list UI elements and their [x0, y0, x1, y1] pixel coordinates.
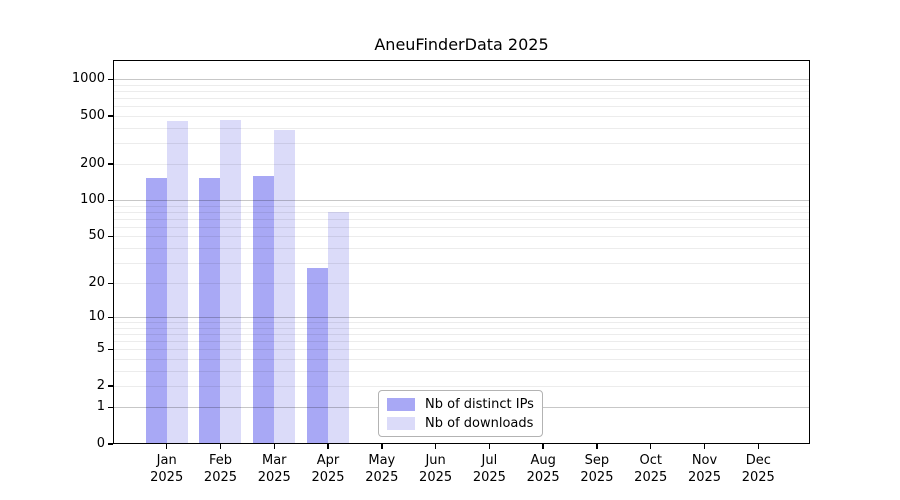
bar-downloads-mar [274, 129, 296, 444]
y-tick-label: 10 [88, 309, 105, 325]
y-axis-tick [108, 199, 113, 202]
x-tick-label-nov: Nov 2025 [687, 453, 722, 485]
gridline-major [113, 79, 810, 81]
y-axis-tick [108, 348, 113, 351]
y-tick-label: 200 [80, 156, 105, 172]
x-tick-label-feb: Feb 2025 [203, 453, 238, 485]
chart-title: AneuFinderData 2025 [374, 35, 549, 54]
y-axis-tick [108, 78, 113, 81]
bar-distinct-ips-apr [307, 268, 329, 444]
x-axis-tick [273, 444, 275, 449]
x-axis-tick [165, 444, 168, 449]
x-tick-label-aug: Aug 2025 [526, 453, 560, 485]
y-axis-tick [108, 385, 113, 387]
legend-item-downloads: Nb of downloads [387, 416, 534, 431]
y-tick-label: 20 [88, 275, 105, 291]
x-axis-tick [488, 444, 491, 449]
x-axis-tick [542, 444, 544, 449]
x-tick-label-dec: Dec 2025 [741, 453, 775, 485]
y-axis-tick [108, 115, 113, 117]
y-tick-label: 2 [96, 378, 105, 393]
legend-swatch-downloads [387, 416, 415, 430]
gridline-minor [113, 84, 810, 86]
x-tick-label-jun: Jun 2025 [419, 453, 453, 485]
gridline-minor [113, 127, 810, 129]
x-tick-label-jan: Jan 2025 [150, 453, 184, 485]
gridline-minor [113, 106, 810, 108]
gridline-minor [113, 164, 810, 166]
y-axis-tick [108, 235, 113, 238]
x-tick-label-mar: Mar 2025 [257, 453, 291, 485]
x-tick-label-jul: Jul 2025 [472, 453, 506, 485]
bar-downloads-jan [166, 120, 188, 444]
x-axis-tick [596, 444, 598, 449]
y-tick-label: 50 [88, 228, 105, 244]
legend-label-downloads: Nb of downloads [425, 415, 534, 431]
legend-label-distinct-ips: Nb of distinct IPs [425, 396, 534, 412]
x-axis-tick [219, 444, 222, 449]
legend-swatch-distinct-ips [387, 397, 415, 411]
y-axis-tick [108, 443, 113, 445]
y-tick-label: 0 [96, 436, 105, 451]
x-axis-tick [649, 444, 652, 449]
x-tick-label-may: May 2025 [365, 453, 399, 485]
gridline-minor [113, 115, 810, 117]
y-axis-tick [108, 316, 113, 319]
legend: Nb of distinct IPs Nb of downloads [378, 390, 543, 437]
x-tick-label-oct: Oct 2025 [634, 453, 668, 485]
y-tick-label: 1 [96, 399, 105, 415]
bar-distinct-ips-feb [199, 178, 221, 444]
y-axis-tick [108, 406, 113, 409]
gridline-minor [113, 91, 810, 93]
y-axis-tick [108, 163, 113, 165]
bar-downloads-feb [220, 119, 242, 444]
x-axis-tick [327, 444, 329, 449]
bar-distinct-ips-mar [253, 176, 275, 444]
y-tick-label: 500 [80, 107, 105, 123]
bar-distinct-ips-jan [145, 178, 167, 444]
y-tick-label: 1000 [71, 71, 105, 87]
x-axis-tick [434, 444, 437, 449]
legend-item-distinct-ips: Nb of distinct IPs [387, 397, 534, 412]
gridline-minor [113, 98, 810, 100]
x-axis-tick [381, 444, 383, 449]
y-tick-label: 5 [96, 341, 105, 357]
x-tick-label-sep: Sep 2025 [580, 453, 614, 485]
bar-downloads-apr [328, 212, 350, 444]
x-axis-tick [703, 444, 706, 449]
x-axis-tick [757, 444, 760, 449]
y-axis-tick [108, 282, 113, 285]
x-tick-label-apr: Apr 2025 [311, 453, 345, 485]
gridline-minor [113, 142, 810, 144]
y-tick-label: 100 [80, 192, 105, 208]
